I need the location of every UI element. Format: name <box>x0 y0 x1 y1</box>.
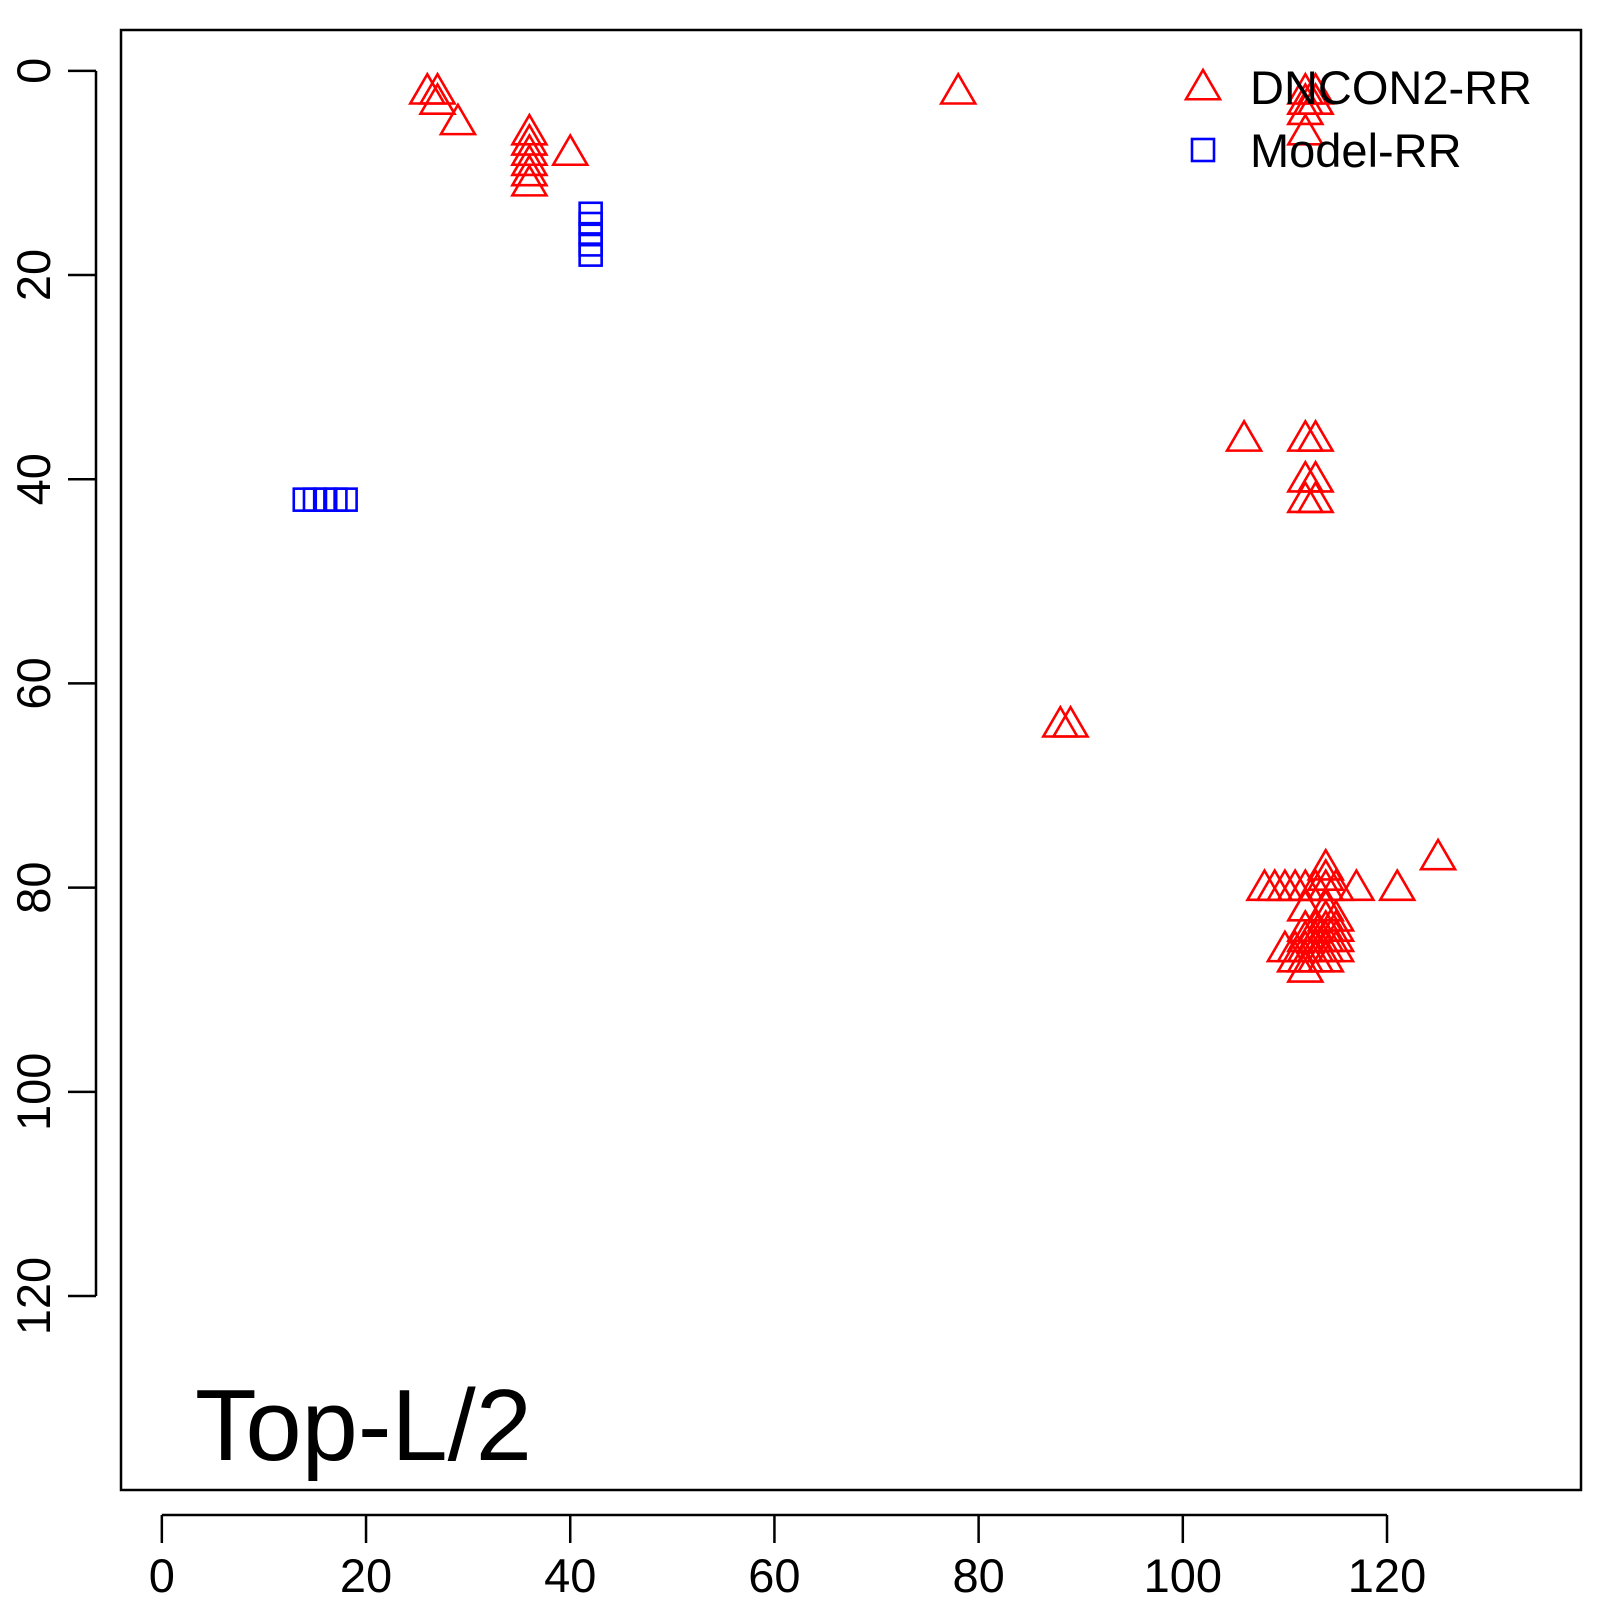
x-axis: 0 20 40 60 80 100 120 <box>149 1513 1426 1600</box>
data-point-triangle <box>1296 459 1335 493</box>
legend-label: DNCON2-RR <box>1250 61 1532 114</box>
data-point-triangle <box>1286 92 1325 126</box>
y-axis: 0 20 40 60 80 100 120 <box>7 58 98 1335</box>
legend-marker-triangle <box>1183 67 1223 101</box>
data-point-triangle <box>1306 847 1346 881</box>
chart-annotation: Top-L/2 <box>195 1370 532 1482</box>
data-point-triangle <box>550 132 590 167</box>
x-tick-label: 120 <box>1348 1549 1426 1600</box>
x-tick-label: 60 <box>748 1549 800 1600</box>
data-point-triangle <box>1418 837 1458 871</box>
x-tick-label: 40 <box>544 1549 596 1600</box>
data-point-triangle <box>1377 868 1417 902</box>
y-tick-label: 0 <box>7 58 60 84</box>
series-model-rr <box>292 201 603 512</box>
data-point-triangle <box>510 163 549 197</box>
y-tick-label: 40 <box>7 453 60 505</box>
y-tick-label: 100 <box>7 1053 60 1131</box>
data-point-triangle <box>938 71 978 105</box>
data-point-square <box>578 242 603 267</box>
data-point-triangle <box>418 71 457 105</box>
plot-frame <box>119 28 1583 1492</box>
x-tick-label: 100 <box>1144 1549 1222 1600</box>
data-point-triangle <box>418 81 457 116</box>
y-tick-label: 120 <box>7 1257 60 1335</box>
data-point-triangle <box>438 102 478 136</box>
y-tick-label: 80 <box>7 861 60 913</box>
data-point-triangle <box>1296 418 1335 452</box>
x-tick-label: 0 <box>149 1549 175 1600</box>
data-point-triangle <box>1286 112 1325 146</box>
data-point-triangle <box>1051 704 1090 738</box>
data-point-triangle <box>1286 949 1325 983</box>
data-point-triangle <box>1306 939 1346 973</box>
data-point-square <box>333 487 358 512</box>
data-point-triangle <box>1224 418 1264 452</box>
series-dncon2-rr <box>408 71 1458 983</box>
legend-marker-square <box>1190 137 1216 163</box>
data-point-triangle <box>1296 480 1335 514</box>
legend: DNCON2-RR Model-RR <box>1183 61 1532 177</box>
legend-label: Model-RR <box>1250 124 1462 177</box>
data-points <box>292 71 1458 983</box>
data-point-triangle <box>1337 868 1376 902</box>
data-point-triangle <box>510 143 549 177</box>
x-tick-label: 80 <box>952 1549 1004 1600</box>
y-tick-label: 60 <box>7 657 60 709</box>
data-point-triangle <box>510 153 549 187</box>
x-tick-label: 20 <box>340 1549 392 1600</box>
y-tick-label: 20 <box>7 249 60 301</box>
